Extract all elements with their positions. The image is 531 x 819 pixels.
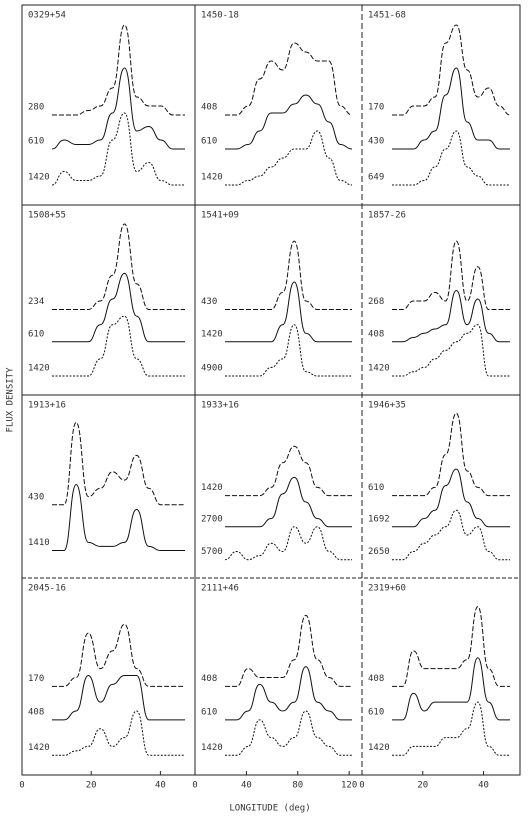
panel-name: 1508+55 [28,211,66,221]
profile-curve [225,614,352,687]
frequency-label: 610 [368,483,384,493]
frequency-label: 1420 [201,329,223,339]
frequency-label: 408 [201,674,217,684]
x-tick-label: 0 [359,781,364,791]
profile-curve [391,468,510,528]
frequency-label: 2700 [201,514,223,524]
profile-curve [52,272,185,343]
frequency-label: 280 [28,103,44,113]
frequency-label: 1420 [28,364,50,374]
profile-curve [51,24,185,116]
panel-name: 2111+46 [201,584,239,594]
frequency-label: 1410 [28,538,50,548]
frequency-label: 430 [28,492,44,502]
frequency-label: 5700 [201,547,223,557]
x-tick-label: 120 [341,781,357,791]
panel-name: 2045-16 [28,584,66,594]
frequency-label: 408 [28,707,44,717]
profile-curve [52,623,185,687]
profile-curve [392,412,510,497]
panel-name: 1857-26 [368,211,406,221]
profile-curve [52,223,185,310]
frequency-label: 1420 [368,743,390,753]
x-tick-label: 40 [478,781,489,791]
profile-curve [392,240,510,310]
frequency-label: 430 [368,137,384,147]
frequency-label: 610 [28,137,44,147]
panel-name: 0329+54 [28,11,66,21]
panel-name: 1913+16 [28,401,66,411]
x-tick-label: 20 [86,781,97,791]
profile-curve [392,324,510,377]
frequency-label: 234 [28,297,44,307]
profile-curve [225,240,352,310]
profile-curve [225,445,352,497]
panel-name: 1541+09 [201,211,239,221]
panel-name: 1946+35 [368,401,406,411]
profile-curve [51,112,185,186]
frequency-label: 2650 [368,547,390,557]
profile-curve [224,526,352,561]
frequency-label: 1420 [368,364,390,374]
frequency-label: 610 [368,707,384,717]
frequency-label: 408 [368,329,384,339]
x-tick-label: 40 [241,781,252,791]
y-axis-label: FLUX DENSITY [6,367,16,433]
profile-curve [224,42,353,116]
panel-name: 1450-18 [201,11,239,21]
frequency-label: 408 [368,674,384,684]
frequency-label: 649 [368,173,384,183]
profile-curve [225,324,352,377]
profile-curve [224,94,353,150]
frequency-label: 1420 [201,743,223,753]
profile-curve [225,710,352,756]
profile-curve [224,130,353,186]
frequency-label: 430 [201,297,217,307]
x-axis-label: LONGITUDE (deg) [229,804,310,814]
profile-curve [391,24,511,116]
x-tick-label: 0 [192,781,197,791]
frequency-label: 610 [201,707,217,717]
profile-curve [391,67,510,150]
profile-curve [225,281,352,343]
profile-curve [51,675,185,721]
profile-curve [52,710,185,756]
panel-name: 1933+16 [201,401,239,411]
profile-curve [52,315,185,377]
profile-curve [392,289,510,343]
profile-curve [391,657,510,721]
panel-name: 2319+60 [368,584,406,594]
frequency-label: 1420 [201,173,223,183]
profile-curve [51,67,185,150]
profile-curve [224,666,352,721]
panel-name: 1451-68 [368,11,406,21]
frequency-label: 1420 [28,173,50,183]
x-tick-label: 20 [417,781,428,791]
frequency-label: 1692 [368,514,390,524]
x-tick-label: 0 [19,781,24,791]
x-tick-label: 40 [155,781,166,791]
frequency-label: 170 [28,674,44,684]
profile-curve [224,476,352,528]
frequency-label: 268 [368,297,384,307]
frequency-label: 4900 [201,364,223,374]
frequency-label: 610 [201,137,217,147]
frequency-label: 610 [28,329,44,339]
frequency-label: 170 [368,103,384,113]
frequency-label: 1420 [28,743,50,753]
frequency-label: 1420 [201,483,223,493]
profile-curve [391,130,510,186]
frequency-label: 408 [201,103,217,113]
profile-curve [52,484,185,552]
profile-curve [392,509,510,561]
x-tick-label: 80 [292,781,303,791]
figure-frame [21,4,521,776]
profile-curve [51,421,185,506]
